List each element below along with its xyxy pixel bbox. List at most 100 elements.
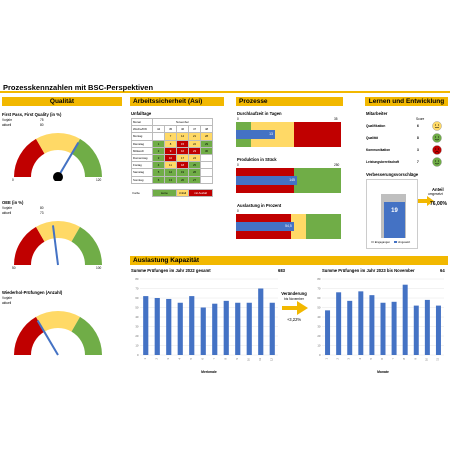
- day-label: Donnerstag: [131, 153, 153, 163]
- gauge-ist-value: 73: [40, 211, 44, 215]
- x-axis-label: Monate: [377, 370, 389, 374]
- mitarbeiter-title: Mitarbeiter: [366, 111, 388, 116]
- section-arbeitssicherheit: Arbeitssicherheit (Asi): [130, 97, 224, 106]
- bar: [380, 302, 386, 355]
- y-tick-label: 0: [137, 353, 139, 357]
- neutral-face-icon: [432, 121, 442, 131]
- gauge-soll-value: 75: [40, 118, 44, 122]
- day-cell: 26: [188, 168, 201, 177]
- day-label: Freitag: [131, 161, 153, 170]
- gauge-segment: [14, 138, 45, 177]
- x-tick-label: 11: [435, 357, 439, 360]
- anteil-value: 76,00%: [430, 201, 447, 207]
- arrow-right-icon: [282, 301, 308, 315]
- day-cell: 29: [200, 139, 213, 148]
- x-axis-label: Merkmale: [201, 370, 217, 374]
- mitarbeiter-label: Qualifikation: [366, 124, 386, 128]
- gauge-title: OEE (in %): [2, 200, 24, 205]
- day-cell: 16: [176, 146, 189, 155]
- prozess-band-high: [306, 214, 341, 239]
- gauge-ist-label: aktuell: [2, 301, 12, 305]
- smile-face-icon: [432, 133, 442, 143]
- gauge-min: 50: [12, 266, 16, 270]
- kw-header: 44: [152, 125, 165, 134]
- x-tick-label: 5: [189, 357, 193, 359]
- vorschlaege-title: Verbesserungsvorschläge: [366, 172, 419, 177]
- unfalltage-calendar: Monat November Woche/KW 44 45 46 47 48 Montag 7 14…: [131, 117, 213, 197]
- x-tick-label: 9: [235, 357, 239, 359]
- x-tick-label: 7: [391, 357, 395, 359]
- day-cell: 22: [188, 139, 201, 148]
- y-tick-label: 0: [319, 353, 321, 357]
- prozess-max: 35: [334, 117, 338, 121]
- gauge-segment: [71, 138, 102, 177]
- bar: [413, 305, 419, 355]
- day-label: Samstag: [131, 168, 153, 177]
- bar: [391, 301, 397, 355]
- chart-right: 0 10 20 30 40 50 60 70 80 1 2 3 4 5 6 7 8 9 10 11 Monate: [317, 277, 444, 374]
- chart-left-total: 683: [278, 268, 285, 273]
- day-cell: 30: [200, 146, 213, 155]
- vorschlaege-value: 19: [391, 208, 398, 214]
- day-cell: 7: [164, 132, 177, 141]
- day-cell: 17: [176, 153, 189, 163]
- x-tick-label: 10: [424, 357, 428, 360]
- y-tick-label: 60: [135, 296, 139, 300]
- x-tick-label: 10: [246, 357, 250, 360]
- legend-label: Farbe: [132, 190, 140, 195]
- umgesetzt-bar: [384, 202, 405, 238]
- y-tick-label: 30: [317, 325, 321, 329]
- y-tick-label: 70: [317, 287, 321, 291]
- gauge-needle: [51, 225, 59, 266]
- chart-right-title: Summe Prüfungen im Jahr 2023 bis Novembe…: [322, 268, 415, 273]
- x-tick-label: 7: [212, 357, 216, 359]
- day-cell: [200, 168, 213, 177]
- day-cell: 11: [164, 161, 177, 170]
- mitarbeiter-label: Qualität: [366, 136, 378, 140]
- gauge-min: 0: [12, 178, 14, 182]
- day-cell: 24: [188, 153, 201, 163]
- bar: [212, 303, 218, 355]
- y-tick-label: 80: [135, 277, 139, 281]
- mitarbeiter-score: 3: [417, 148, 419, 152]
- legend-ausfall: mit Ausfall: [188, 188, 213, 197]
- day-cell: 9: [164, 146, 177, 155]
- x-tick-label: 4: [358, 357, 362, 359]
- gauge-dial: [14, 133, 102, 181]
- x-tick-label: 11: [258, 357, 262, 360]
- y-tick-label: 20: [317, 334, 321, 338]
- day-cell: 28: [200, 132, 213, 141]
- prozess-min: 0: [237, 117, 239, 121]
- legend-unfall: Unfall: [176, 188, 189, 197]
- x-tick-label: 2: [154, 357, 158, 359]
- bar: [143, 296, 149, 355]
- x-tick-label: 2: [336, 357, 340, 359]
- x-tick-label: 4: [177, 357, 181, 359]
- y-tick-label: 40: [317, 315, 321, 319]
- legend-umgesetzt: Umgesetzt: [394, 241, 410, 245]
- day-cell: [200, 161, 213, 170]
- x-tick-label: 3: [166, 357, 170, 359]
- prozess-value-bar: [236, 222, 294, 231]
- bar: [200, 307, 206, 355]
- gauge-dial: [14, 221, 102, 266]
- gauge-title: Wiederhol-Prüfungen (Anzahl): [2, 290, 63, 295]
- y-tick-label: 10: [317, 344, 321, 348]
- legend-eingegangen: Eingegangen: [371, 241, 390, 245]
- day-cell: 1: [152, 139, 165, 148]
- prozess-value: 54,5: [285, 224, 292, 228]
- gauge-segment: [36, 133, 80, 154]
- y-tick-label: 80: [317, 277, 321, 281]
- gauge-ist-label: aktuell: [2, 211, 12, 215]
- day-cell: 12: [164, 168, 177, 177]
- x-tick-label: 6: [380, 357, 384, 359]
- bar: [189, 296, 195, 355]
- day-cell: 27: [188, 175, 201, 184]
- prozess-value: 145: [289, 178, 295, 182]
- bar: [435, 305, 441, 355]
- bar: [269, 302, 275, 355]
- section-lernen: Lernen und Entwicklung: [365, 97, 448, 106]
- mitarbeiter-score: 8: [417, 136, 419, 140]
- gauge-segment: [36, 311, 80, 332]
